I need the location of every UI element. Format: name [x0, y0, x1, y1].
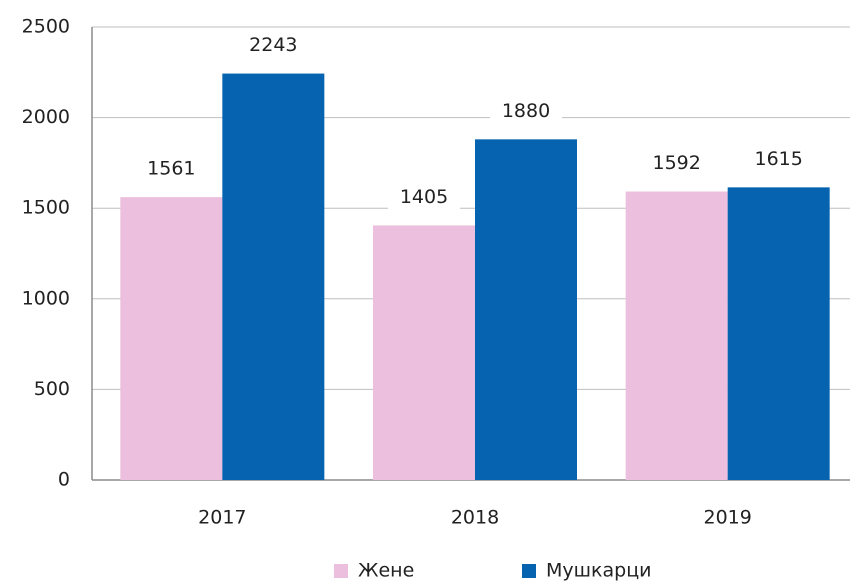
- x-tick-label: 2017: [198, 507, 246, 529]
- x-tick-label: 2019: [703, 507, 751, 529]
- data-label: 1405: [400, 186, 448, 208]
- y-tick-label: 1500: [22, 197, 70, 219]
- y-tick-label: 0: [58, 469, 70, 491]
- y-tick-label: 500: [34, 378, 70, 400]
- data-label-bg: [388, 183, 460, 212]
- data-label-bg: [742, 145, 815, 174]
- data-label-bg: [237, 31, 310, 60]
- legend-swatch: [334, 564, 348, 578]
- data-label: 1561: [147, 158, 195, 180]
- y-tick-label: 2000: [22, 106, 70, 128]
- y-tick-label: 1000: [22, 287, 70, 309]
- legend-swatch: [522, 564, 536, 578]
- data-label-bg: [135, 155, 208, 184]
- legend-label: Мушкарци: [546, 560, 651, 582]
- legend-label: Жене: [358, 560, 414, 582]
- bar: [727, 187, 830, 480]
- bar: [373, 225, 475, 480]
- data-label-bg: [640, 149, 713, 178]
- data-label: 1592: [652, 152, 700, 174]
- y-tick-label: 2500: [22, 16, 70, 38]
- x-tick-label: 2018: [451, 507, 499, 529]
- data-label-bg: [490, 97, 562, 126]
- data-label: 1615: [754, 148, 802, 170]
- bar: [120, 197, 223, 481]
- data-label: 2243: [249, 34, 297, 56]
- bar: [475, 139, 577, 480]
- bar: [222, 73, 325, 481]
- data-label: 1880: [502, 100, 550, 122]
- bar: [625, 191, 728, 480]
